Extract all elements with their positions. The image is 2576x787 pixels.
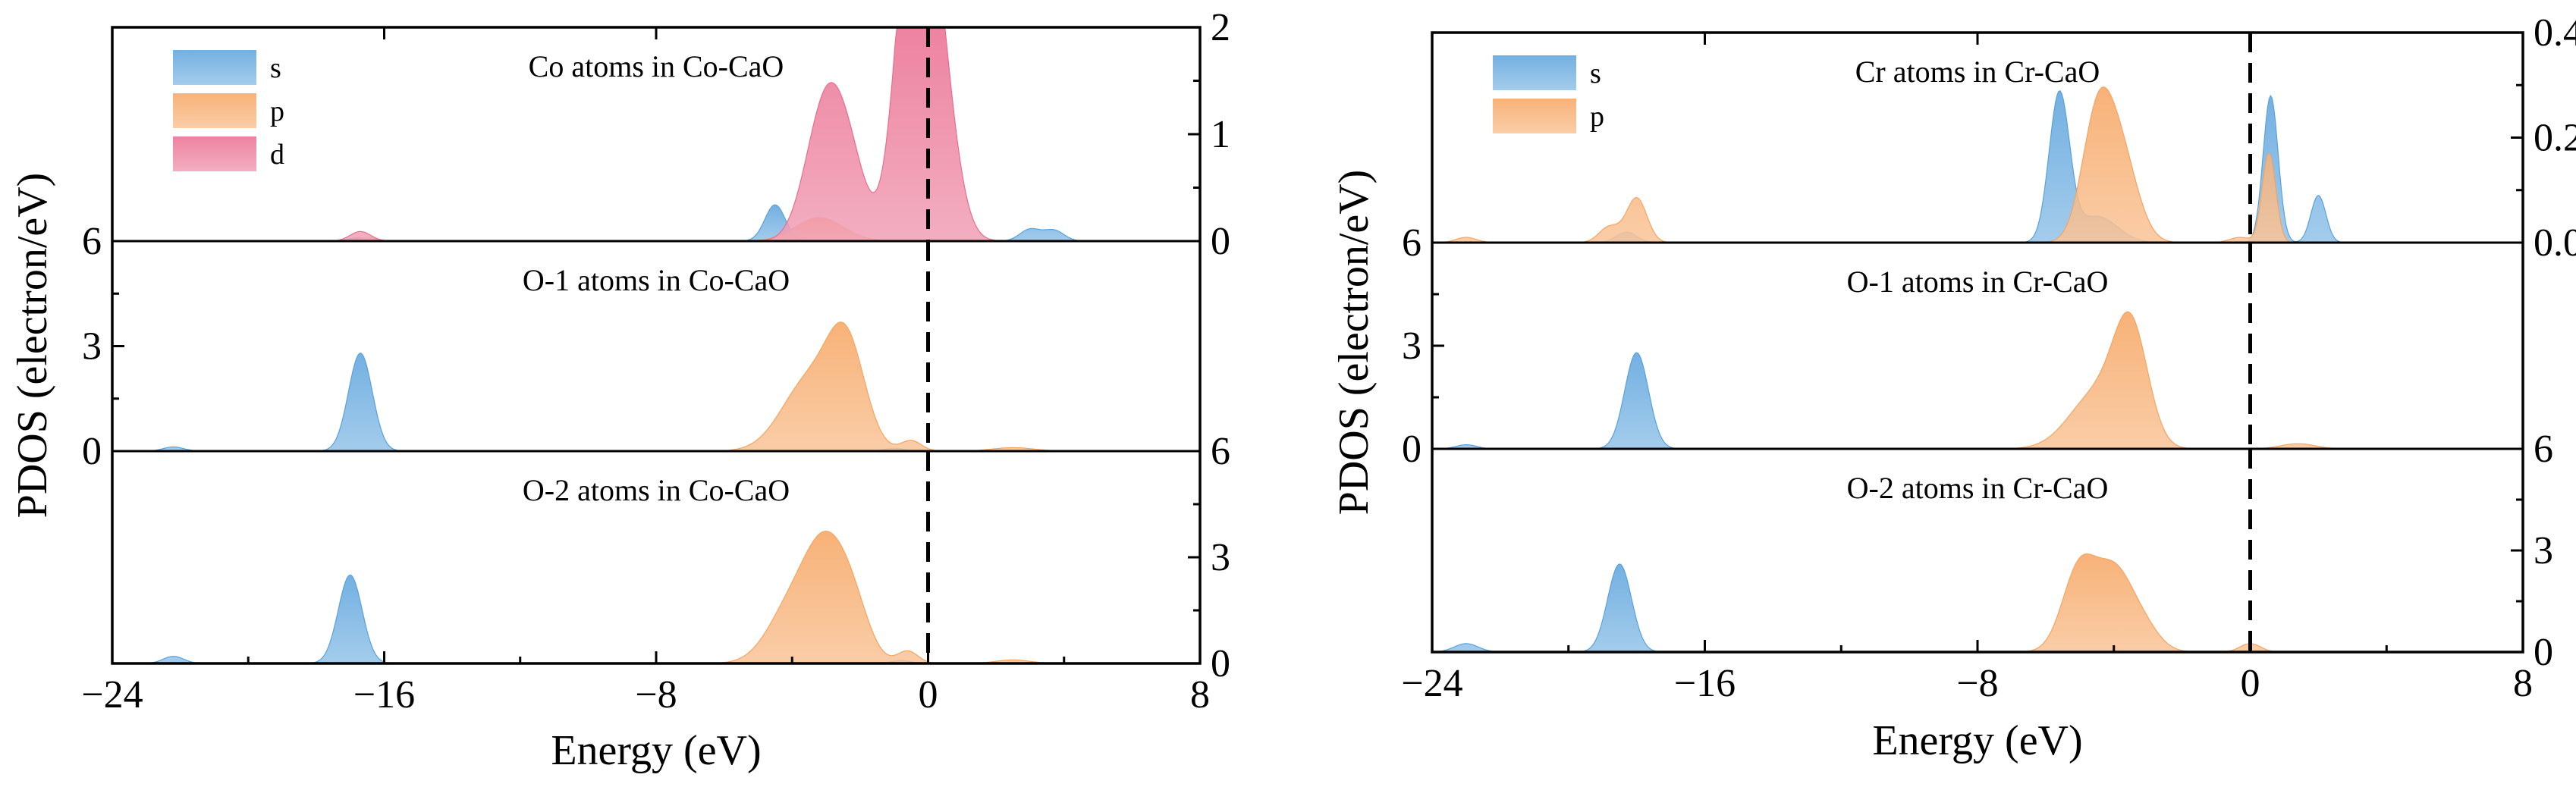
series-s-area xyxy=(1432,563,2523,652)
x-tick-label: −8 xyxy=(635,673,677,716)
y-tick-label: 3 xyxy=(82,325,102,368)
y-tick-label: 0.0 xyxy=(2534,221,2576,265)
series-p-area xyxy=(1432,311,2523,449)
panel-left-3: O-2 atoms in Co-CaO 0 3 6 xyxy=(112,430,1230,685)
series-s-area xyxy=(112,204,1200,241)
y-tick-label: 0 xyxy=(1211,642,1230,685)
panel-title: O-2 atoms in Cr-CaO xyxy=(1847,471,2109,505)
legend-label-p: p xyxy=(1590,101,1604,133)
series-s-area xyxy=(112,353,1200,451)
y-axis-label: PDOS (electron/eV) xyxy=(1330,170,1378,516)
y-tick-label: 1 xyxy=(1211,113,1230,156)
legend-label-p: p xyxy=(270,96,284,127)
y-tick-label: 6 xyxy=(2534,428,2553,471)
legend: spd xyxy=(173,50,284,171)
x-tick-label: −16 xyxy=(1674,662,1736,705)
legend-label-s: s xyxy=(270,52,281,84)
chart-right: Cr atoms in Cr-CaO 0.0 0.2 0.4 O-1 atoms in … xyxy=(1330,11,2576,764)
x-tick-label: −8 xyxy=(1956,662,1998,705)
panel-title: O-1 atoms in Cr-CaO xyxy=(1847,265,2109,299)
y-tick-label: 3 xyxy=(1211,536,1230,579)
panel-left-1: Co atoms in Co-CaO 0 1 2 xyxy=(112,6,1230,263)
y-tick-label: 3 xyxy=(2534,529,2553,572)
legend-swatch-s xyxy=(1493,55,1576,90)
x-tick-label: 8 xyxy=(2513,662,2533,705)
y-tick-label: 6 xyxy=(1402,221,1422,265)
panel-title: O-2 atoms in Co-CaO xyxy=(523,473,790,507)
legend-swatch-p xyxy=(1493,99,1576,133)
x-axis-label: Energy (eV) xyxy=(551,727,761,774)
x-tick-label: 8 xyxy=(1190,673,1210,716)
y-tick-label: 0 xyxy=(2534,631,2553,674)
legend: sp xyxy=(1493,55,1604,133)
series-p-area xyxy=(112,530,1200,663)
y-tick-label: 6 xyxy=(1211,430,1230,473)
series-s-area xyxy=(112,574,1200,663)
panel-title: Co atoms in Co-CaO xyxy=(529,49,784,83)
y-tick-label: 0 xyxy=(82,430,102,473)
y-tick-label: 0 xyxy=(1211,220,1230,263)
x-tick-label: 0 xyxy=(2241,662,2260,705)
panel-right-3: O-2 atoms in Cr-CaO 0 3 6 xyxy=(1432,428,2553,674)
panel-left-2: O-1 atoms in Co-CaO 0 3 6 xyxy=(82,220,1200,473)
series-p-area xyxy=(112,321,1200,451)
y-tick-label: 0.2 xyxy=(2534,117,2576,160)
panel-title: Cr atoms in Cr-CaO xyxy=(1855,55,2100,89)
panel-right-1: Cr atoms in Cr-CaO 0.0 0.2 0.4 xyxy=(1432,11,2576,265)
y-tick-label: 0.4 xyxy=(2534,11,2576,55)
x-axis-label: Energy (eV) xyxy=(1872,717,2082,764)
series-p-area xyxy=(1432,86,2523,243)
legend-label-d: d xyxy=(270,139,284,171)
legend-swatch-p xyxy=(173,93,256,128)
panel-title: O-1 atoms in Co-CaO xyxy=(523,263,790,297)
series-p-area xyxy=(1432,553,2523,652)
panel-right-2: O-1 atoms in Cr-CaO 0 3 6 xyxy=(1402,221,2523,471)
series-s-area xyxy=(1432,352,2523,449)
legend-label-s: s xyxy=(1590,58,1601,89)
legend-swatch-s xyxy=(173,50,256,85)
x-tick-label: −16 xyxy=(353,673,415,716)
x-tick-label: −24 xyxy=(1401,662,1462,705)
chart-left: Co atoms in Co-CaO 0 1 2 O-1 atoms in Co-CaO… xyxy=(9,6,1230,774)
y-tick-label: 2 xyxy=(1211,6,1230,49)
y-tick-label: 6 xyxy=(82,220,102,263)
x-tick-label: 0 xyxy=(919,673,938,716)
x-tick-label: −24 xyxy=(81,673,143,716)
legend-swatch-d xyxy=(173,136,256,171)
y-tick-label: 3 xyxy=(1402,325,1422,368)
y-tick-label: 0 xyxy=(1402,428,1422,471)
y-axis-label: PDOS (electron/eV) xyxy=(9,173,56,519)
